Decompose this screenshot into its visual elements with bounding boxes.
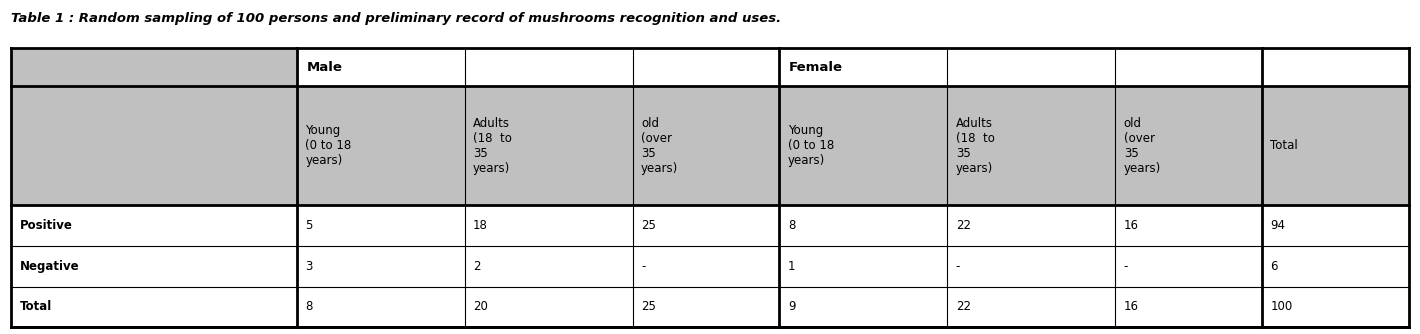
Text: 3: 3 — [305, 260, 312, 273]
Bar — [780, 246, 947, 287]
Text: -: - — [956, 260, 960, 273]
Bar — [780, 86, 947, 205]
Text: 16: 16 — [1123, 301, 1139, 314]
Text: 22: 22 — [956, 301, 971, 314]
Bar — [11, 287, 297, 327]
Bar — [297, 48, 780, 86]
Text: Male: Male — [307, 61, 342, 74]
Bar — [11, 246, 297, 287]
Text: 100: 100 — [1271, 301, 1292, 314]
Bar — [297, 86, 464, 205]
Bar — [632, 287, 780, 327]
Text: 8: 8 — [788, 219, 795, 232]
Bar — [297, 287, 464, 327]
Text: 25: 25 — [640, 219, 656, 232]
Text: Young
(0 to 18
years): Young (0 to 18 years) — [788, 124, 834, 167]
Text: old
(over
35
years): old (over 35 years) — [1123, 117, 1162, 175]
Bar — [464, 205, 632, 246]
Text: 16: 16 — [1123, 219, 1139, 232]
Text: 8: 8 — [305, 301, 312, 314]
Bar — [1115, 287, 1262, 327]
Bar — [632, 246, 780, 287]
Bar — [464, 287, 632, 327]
Bar — [464, 86, 632, 205]
Text: Table 1 : Random sampling of 100 persons and preliminary record of mushrooms rec: Table 1 : Random sampling of 100 persons… — [11, 12, 781, 25]
Text: Positive: Positive — [20, 219, 72, 232]
Text: 5: 5 — [305, 219, 312, 232]
Text: 9: 9 — [788, 301, 795, 314]
Text: Adults
(18  to
35
years): Adults (18 to 35 years) — [956, 117, 994, 175]
Text: 94: 94 — [1271, 219, 1285, 232]
Bar — [297, 246, 464, 287]
Bar — [947, 287, 1115, 327]
Bar — [297, 205, 464, 246]
Text: Young
(0 to 18
years): Young (0 to 18 years) — [305, 124, 352, 167]
Text: Adults
(18  to
35
years): Adults (18 to 35 years) — [473, 117, 513, 175]
Bar — [11, 48, 297, 86]
Bar — [947, 246, 1115, 287]
Text: Female: Female — [790, 61, 843, 74]
Text: 2: 2 — [473, 260, 480, 273]
Text: Total: Total — [20, 301, 53, 314]
Bar — [1115, 246, 1262, 287]
Bar — [947, 86, 1115, 205]
Text: -: - — [640, 260, 646, 273]
Bar — [1262, 287, 1409, 327]
Bar — [1262, 86, 1409, 205]
Bar — [780, 205, 947, 246]
Bar — [1115, 205, 1262, 246]
Bar — [1115, 86, 1262, 205]
Bar — [11, 86, 297, 205]
Bar — [464, 246, 632, 287]
Text: 20: 20 — [473, 301, 488, 314]
Bar — [947, 205, 1115, 246]
Text: -: - — [1123, 260, 1127, 273]
Bar — [780, 48, 1262, 86]
Text: 18: 18 — [473, 219, 488, 232]
Text: 1: 1 — [788, 260, 795, 273]
Bar — [632, 205, 780, 246]
Bar — [780, 287, 947, 327]
Bar — [1262, 246, 1409, 287]
Bar — [1262, 48, 1409, 86]
Text: 6: 6 — [1271, 260, 1278, 273]
Text: 22: 22 — [956, 219, 971, 232]
Bar — [632, 86, 780, 205]
Text: Total: Total — [1271, 139, 1298, 152]
Bar — [11, 205, 297, 246]
Text: 25: 25 — [640, 301, 656, 314]
Text: Negative: Negative — [20, 260, 80, 273]
Bar — [1262, 205, 1409, 246]
Text: old
(over
35
years): old (over 35 years) — [640, 117, 679, 175]
